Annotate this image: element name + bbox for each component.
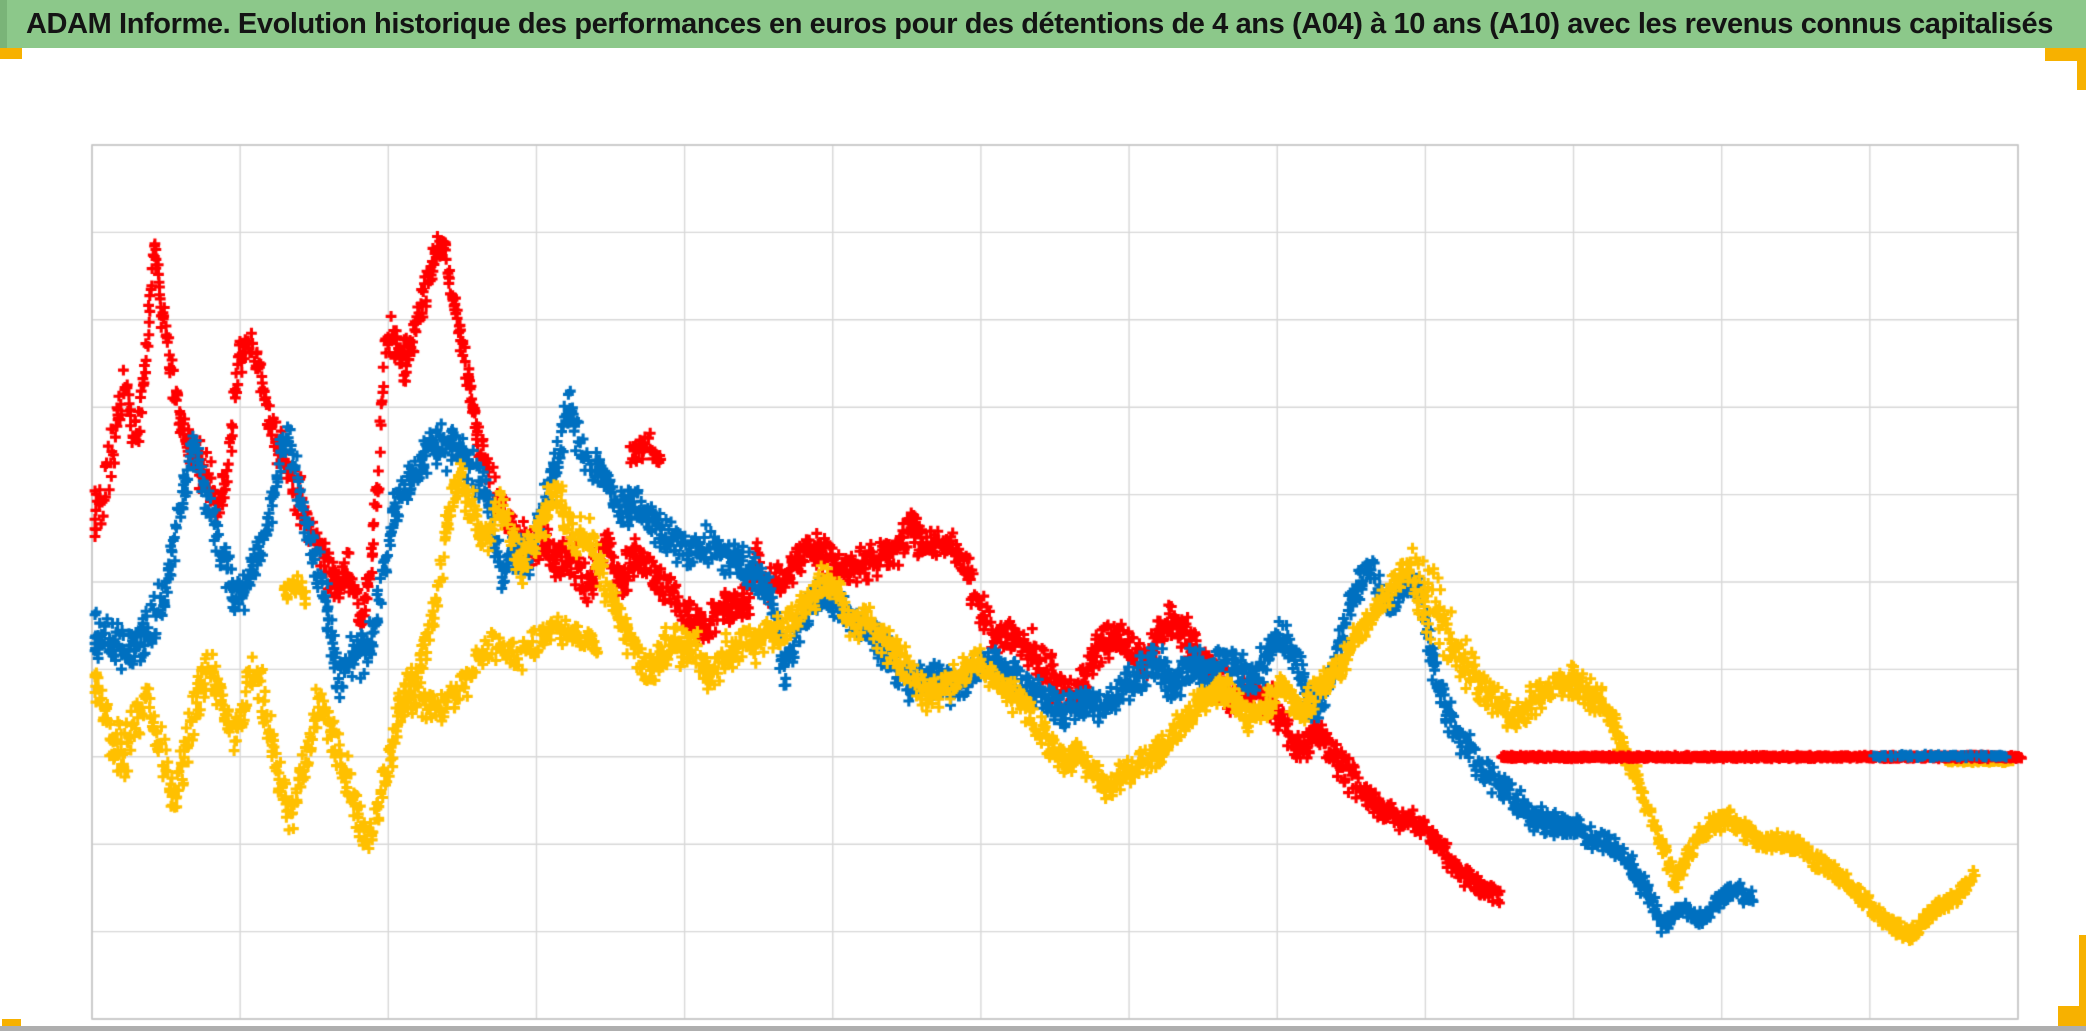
selection-handle-top-left xyxy=(0,48,22,59)
selection-handle-bottom-right xyxy=(2058,1006,2086,1026)
selection-handle-top-right-stub xyxy=(2077,48,2086,90)
performance-scatter-chart xyxy=(0,48,2086,1031)
title-bar: ADAM Informe. Evolution historique des p… xyxy=(0,0,2086,48)
page-title: ADAM Informe. Evolution historique des p… xyxy=(26,7,2053,40)
performance-chart-object[interactable] xyxy=(0,48,2086,1031)
selection-handle-top-right xyxy=(2045,48,2086,61)
bottom-edge-bar xyxy=(0,1026,2086,1031)
selection-handle-right-bar xyxy=(2079,935,2086,1026)
title-bar-left-edge xyxy=(0,0,7,48)
